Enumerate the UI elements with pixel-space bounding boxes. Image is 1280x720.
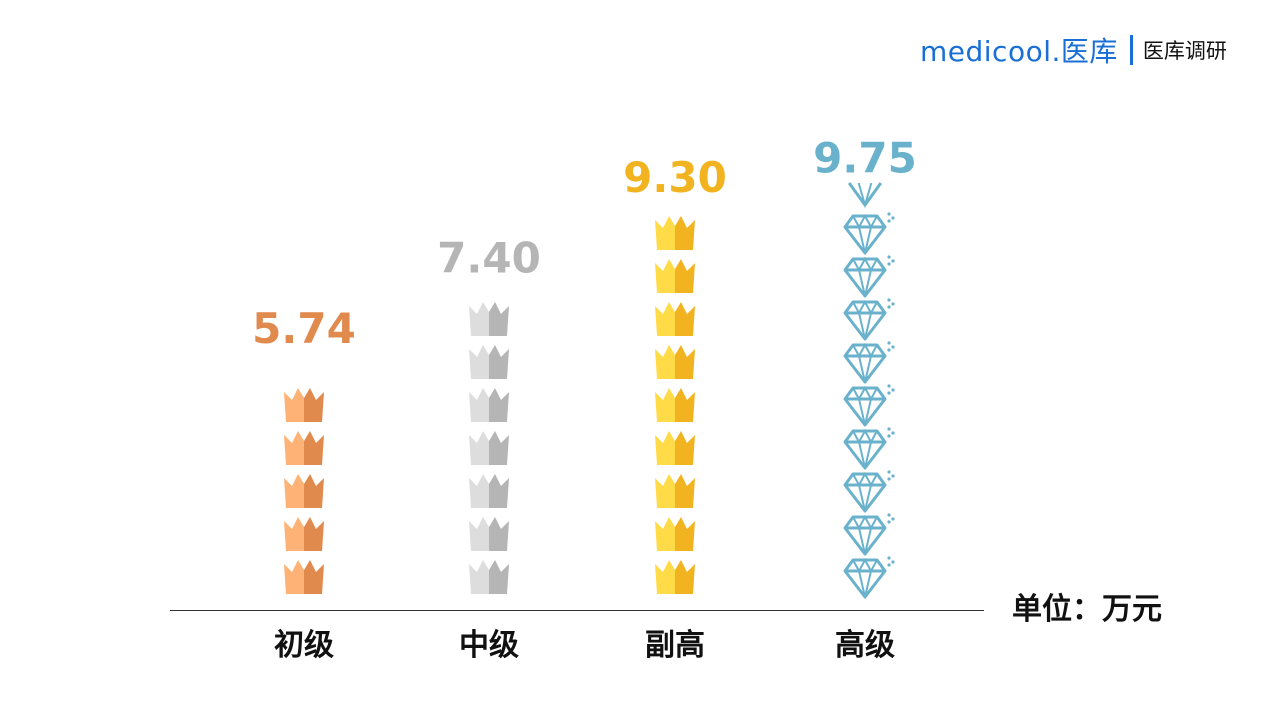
diamond-icon [843, 341, 895, 384]
category-label: 副高 [645, 628, 705, 663]
crown-icon [655, 345, 695, 379]
brand-logo: medicool.医库 医库调研 [920, 30, 1227, 70]
logo-subtitle: 医库调研 [1142, 39, 1227, 63]
unit-label: 单位：万元 [1012, 592, 1162, 627]
crown-icon [655, 560, 695, 594]
crown-icon [655, 517, 695, 551]
diamond-icon [843, 255, 895, 298]
category-label: 初级 [274, 628, 334, 663]
crown-icon [469, 302, 509, 336]
diamond-icon [847, 182, 883, 209]
crown-icon [655, 388, 695, 422]
category-label: 高级 [835, 628, 895, 663]
diamond-icon [843, 212, 895, 255]
crown-icon [655, 302, 695, 336]
crown-icon [284, 431, 324, 465]
crown-icon [284, 388, 324, 422]
bar-1 [284, 388, 324, 594]
crown-icon [469, 345, 509, 379]
crown-icon [655, 216, 695, 250]
diamond-icon [843, 298, 895, 341]
diamond-icon [843, 384, 895, 427]
crown-icon [655, 259, 695, 293]
diamond-icon [843, 556, 895, 599]
bar-2 [469, 302, 509, 594]
x-axis-line [170, 610, 984, 611]
crown-icon [284, 474, 324, 508]
crown-icon [284, 517, 324, 551]
value-label: 5.74 [252, 304, 356, 353]
value-label: 9.30 [623, 153, 727, 202]
bar-3 [655, 216, 695, 594]
value-label: 9.75 [813, 134, 917, 183]
crown-icon [284, 560, 324, 594]
crown-icon [469, 474, 509, 508]
diamond-icon [843, 470, 895, 513]
crown-icon [469, 388, 509, 422]
crown-icon [469, 431, 509, 465]
crown-icon [469, 560, 509, 594]
crown-icon [469, 517, 509, 551]
diamond-icon [843, 427, 895, 470]
crown-icon [655, 431, 695, 465]
diamond-icon [843, 513, 895, 556]
logo-divider [1129, 35, 1133, 65]
category-label: 中级 [459, 628, 519, 663]
crown-icon [655, 474, 695, 508]
value-label: 7.40 [437, 234, 541, 283]
logo-text: medicool.医库 [920, 35, 1118, 68]
bar-4 [843, 182, 895, 599]
